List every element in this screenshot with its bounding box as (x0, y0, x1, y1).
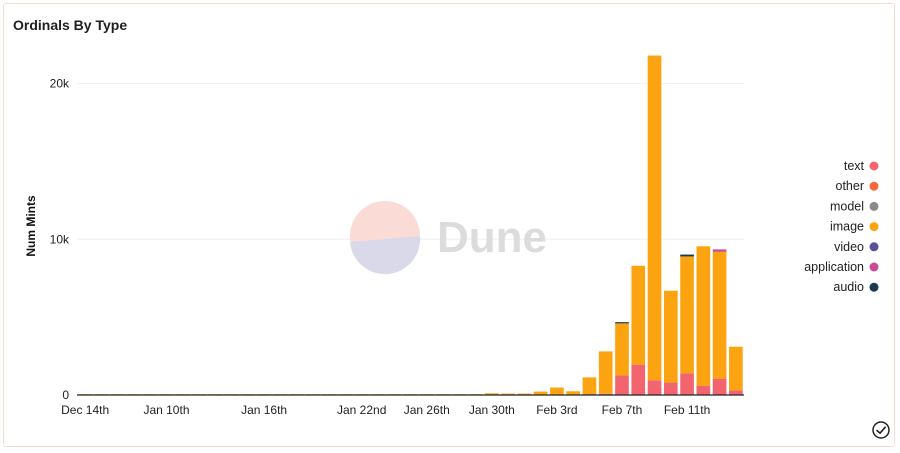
dune-watermark: Dune (350, 201, 547, 275)
legend-marker[interactable] (869, 161, 879, 171)
x-tick-label: Jan 16th (241, 403, 287, 417)
bar-image[interactable] (663, 290, 678, 383)
legend-marker[interactable] (869, 201, 879, 211)
legend: text other model image video application audio (804, 159, 879, 294)
x-tick-label: Feb 7th (602, 403, 643, 417)
x-tick-label: Jan 10th (143, 403, 189, 417)
legend-marker[interactable] (869, 262, 879, 272)
legend-label: application (804, 260, 864, 274)
legend-label: text (844, 159, 865, 173)
bar-text[interactable] (663, 382, 678, 395)
bar-application[interactable] (712, 249, 727, 252)
bar-image[interactable] (517, 393, 532, 395)
bar-image[interactable] (566, 391, 581, 395)
bar-image[interactable] (729, 346, 743, 391)
bar-text[interactable] (647, 380, 662, 395)
y-tick-label: 0 (62, 388, 69, 402)
bar-image[interactable] (485, 393, 499, 395)
bar-text[interactable] (631, 364, 646, 395)
bar-audio[interactable] (615, 322, 629, 324)
legend-label: image (830, 220, 864, 234)
bar-image[interactable] (647, 55, 662, 381)
x-tick-label: Jan 30th (469, 403, 515, 417)
bar-text[interactable] (729, 390, 743, 395)
bar-image[interactable] (615, 323, 629, 376)
legend-label: other (836, 179, 865, 193)
bar-image[interactable] (696, 246, 711, 386)
check-circle-icon[interactable] (871, 420, 891, 440)
x-tick-label: Dec 14th (61, 403, 109, 417)
bar-image[interactable] (598, 351, 613, 394)
legend-marker[interactable] (869, 222, 879, 232)
x-tick-label: Feb 3rd (536, 403, 577, 417)
y-tick-label: 20k (50, 77, 70, 91)
legend-label: audio (833, 280, 864, 294)
axes: 0 10k 20k Dec 14th Jan 10th Jan 16th Jan 22nd J… (24, 77, 744, 417)
bar-text[interactable] (598, 393, 613, 395)
bar-text[interactable] (696, 385, 711, 395)
chart-title: Ordinals By Type (13, 17, 128, 33)
legend-marker[interactable] (869, 181, 879, 191)
watermark-logo-bottom (350, 236, 421, 275)
bar-image[interactable] (533, 391, 548, 395)
legend-marker[interactable] (869, 242, 879, 252)
bar-image[interactable] (550, 387, 564, 395)
bar-image[interactable] (631, 265, 646, 365)
bar-image[interactable] (501, 393, 515, 395)
bar-text[interactable] (615, 375, 629, 395)
x-tick-label: Feb 11th (664, 403, 710, 417)
bar-image[interactable] (582, 377, 597, 395)
bar-image[interactable] (680, 256, 694, 374)
legend-label: video (834, 240, 864, 254)
bar-text[interactable] (680, 373, 694, 395)
watermark-text: Dune (437, 213, 547, 262)
chart-card: Ordinals By Type (3, 3, 895, 447)
bar-audio[interactable] (680, 254, 694, 257)
y-tick-label: 10k (50, 232, 70, 246)
legend-marker[interactable] (869, 282, 879, 292)
bar-text[interactable] (712, 378, 727, 395)
x-tick-label: Jan 26th (404, 403, 450, 417)
legend-label: model (830, 199, 864, 213)
y-axis-title: Num Mints (24, 195, 38, 257)
x-tick-label: Jan 22nd (337, 403, 386, 417)
bar-image[interactable] (712, 251, 727, 379)
